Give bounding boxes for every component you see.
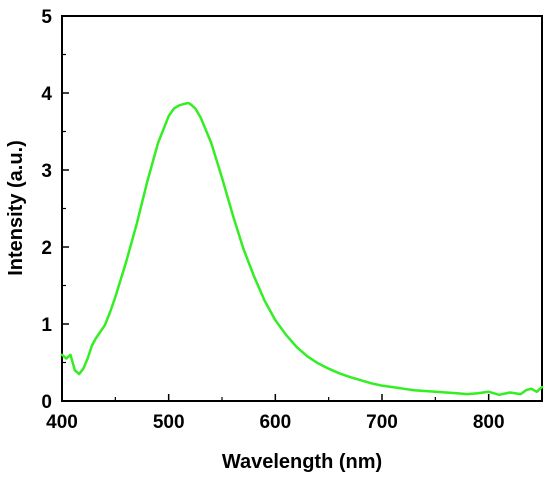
x-tick-label: 600 <box>259 412 291 433</box>
y-tick-label: 1 <box>41 315 52 336</box>
y-axis-ticks: 0 1 2 3 4 5 <box>41 7 69 413</box>
y-tick-label: 0 <box>41 392 52 413</box>
y-tick-label: 2 <box>41 238 52 259</box>
x-tick-label: 800 <box>473 412 505 433</box>
x-tick-label: 500 <box>153 412 185 433</box>
y-axis-title: Intensity (a.u.) <box>5 140 27 276</box>
y-tick-label: 3 <box>41 161 52 182</box>
y-tick-label: 4 <box>41 84 52 105</box>
x-axis-title: Wavelength (nm) <box>222 451 382 473</box>
x-tick-label: 700 <box>366 412 398 433</box>
plot-frame <box>61 15 543 402</box>
series-line <box>60 101 544 397</box>
x-tick-label: 400 <box>46 412 78 433</box>
x-axis-ticks: 400 500 600 700 800 <box>46 394 505 433</box>
y-tick-label: 5 <box>41 7 52 28</box>
